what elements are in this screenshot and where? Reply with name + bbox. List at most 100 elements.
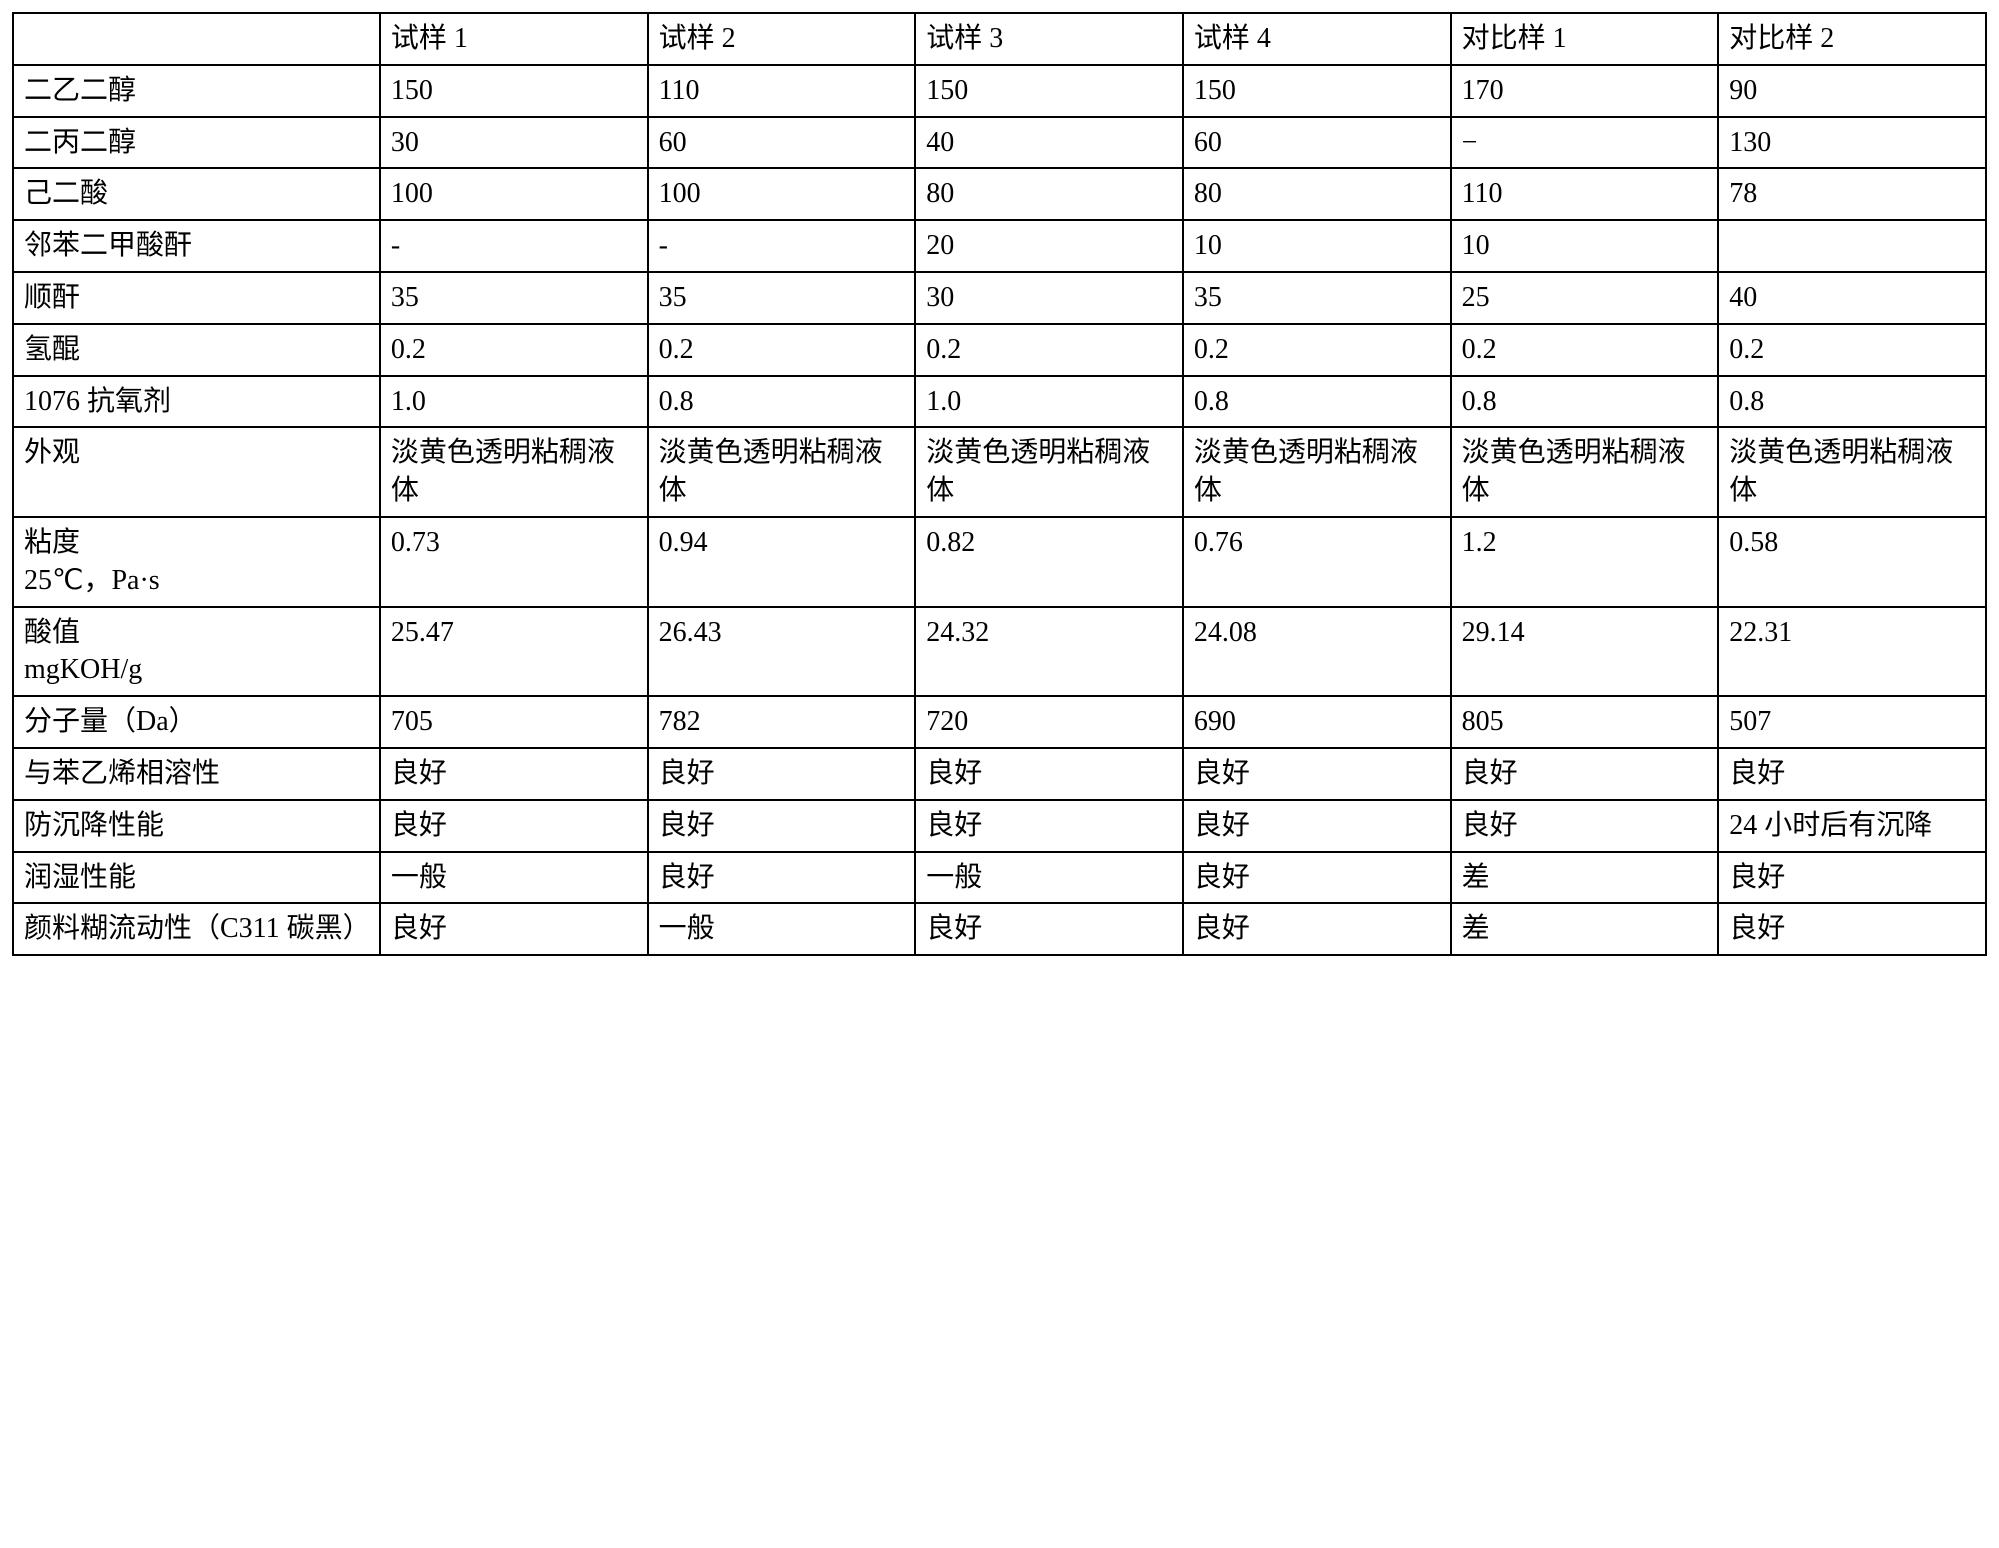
table-cell: 0.8: [1718, 376, 1986, 428]
table-row: 二丙二醇30604060−130: [13, 117, 1986, 169]
table-row: 邻苯二甲酸酐--201010: [13, 220, 1986, 272]
column-header: 对比样 2: [1718, 13, 1986, 65]
table-cell: 22.31: [1718, 607, 1986, 697]
row-label: 酸值 mgKOH/g: [13, 607, 380, 697]
row-label: 己二酸: [13, 168, 380, 220]
table-cell: 705: [380, 696, 648, 748]
table-cell: -: [380, 220, 648, 272]
row-label: 防沉降性能: [13, 800, 380, 852]
table-cell: 35: [1183, 272, 1451, 324]
table-cell: 淡黄色透明粘稠液体: [1183, 427, 1451, 517]
table-cell: 良好: [915, 748, 1183, 800]
table-body: 试样 1试样 2试样 3试样 4对比样 1对比样 2二乙二醇1501101501…: [13, 13, 1986, 955]
table-cell: 24.32: [915, 607, 1183, 697]
table-cell: 0.2: [1451, 324, 1719, 376]
table-cell: 0.8: [1451, 376, 1719, 428]
column-header: 试样 3: [915, 13, 1183, 65]
table-cell: 26.43: [648, 607, 916, 697]
table-cell: 良好: [1183, 748, 1451, 800]
table-cell: [1718, 220, 1986, 272]
table-cell: 60: [1183, 117, 1451, 169]
row-label: 分子量（Da）: [13, 696, 380, 748]
table-row: 外观淡黄色透明粘稠液体淡黄色透明粘稠液体淡黄色透明粘稠液体淡黄色透明粘稠液体淡黄…: [13, 427, 1986, 517]
table-cell: 0.76: [1183, 517, 1451, 607]
table-cell: 淡黄色透明粘稠液体: [1718, 427, 1986, 517]
table-row: 润湿性能一般良好一般良好差良好: [13, 852, 1986, 904]
row-label: 1076 抗氧剂: [13, 376, 380, 428]
table-cell: 0.2: [380, 324, 648, 376]
table-cell: 25: [1451, 272, 1719, 324]
table-cell: 24 小时后有沉降: [1718, 800, 1986, 852]
table-cell: 30: [915, 272, 1183, 324]
table-row: 酸值 mgKOH/g25.4726.4324.3224.0829.1422.31: [13, 607, 1986, 697]
table-cell: 90: [1718, 65, 1986, 117]
table-cell: 10: [1451, 220, 1719, 272]
table-cell: 35: [380, 272, 648, 324]
table-cell: 35: [648, 272, 916, 324]
row-label: 二丙二醇: [13, 117, 380, 169]
table-cell: 720: [915, 696, 1183, 748]
table-row: 二乙二醇15011015015017090: [13, 65, 1986, 117]
table-cell: 良好: [380, 903, 648, 955]
table-cell: 100: [380, 168, 648, 220]
table-cell: 40: [915, 117, 1183, 169]
table-row: 己二酸100100808011078: [13, 168, 1986, 220]
table-cell: 78: [1718, 168, 1986, 220]
table-cell: 良好: [1718, 748, 1986, 800]
column-header: 试样 1: [380, 13, 648, 65]
table-cell: -: [648, 220, 916, 272]
data-table: 试样 1试样 2试样 3试样 4对比样 1对比样 2二乙二醇1501101501…: [12, 12, 1987, 956]
table-cell: 24.08: [1183, 607, 1451, 697]
table-cell: 良好: [648, 852, 916, 904]
table-cell: 良好: [1718, 903, 1986, 955]
row-label: 外观: [13, 427, 380, 517]
column-header: 试样 2: [648, 13, 916, 65]
table-cell: 80: [1183, 168, 1451, 220]
table-cell: 一般: [380, 852, 648, 904]
table-row: 粘度 25℃，Pa·s0.730.940.820.761.20.58: [13, 517, 1986, 607]
table-cell: 一般: [648, 903, 916, 955]
row-label: 邻苯二甲酸酐: [13, 220, 380, 272]
table-cell: 0.94: [648, 517, 916, 607]
row-label: 粘度 25℃，Pa·s: [13, 517, 380, 607]
table-cell: 30: [380, 117, 648, 169]
table-cell: 130: [1718, 117, 1986, 169]
table-cell: 110: [648, 65, 916, 117]
table-cell: 0.58: [1718, 517, 1986, 607]
table-cell: 782: [648, 696, 916, 748]
table-cell: 150: [1183, 65, 1451, 117]
table-cell: 1.2: [1451, 517, 1719, 607]
table-cell: 良好: [648, 800, 916, 852]
table-cell: 110: [1451, 168, 1719, 220]
table-cell: 良好: [380, 800, 648, 852]
header-blank: [13, 13, 380, 65]
table-cell: 良好: [1183, 903, 1451, 955]
table-row: 与苯乙烯相溶性良好良好良好良好良好良好: [13, 748, 1986, 800]
table-cell: 0.73: [380, 517, 648, 607]
row-label: 颜料糊流动性（C311 碳黑）: [13, 903, 380, 955]
table-cell: 40: [1718, 272, 1986, 324]
table-cell: 150: [380, 65, 648, 117]
table-cell: 0.2: [915, 324, 1183, 376]
table-cell: 良好: [648, 748, 916, 800]
table-cell: 100: [648, 168, 916, 220]
table-cell: 良好: [1718, 852, 1986, 904]
table-cell: 690: [1183, 696, 1451, 748]
table-cell: 差: [1451, 903, 1719, 955]
table-cell: 25.47: [380, 607, 648, 697]
row-label: 二乙二醇: [13, 65, 380, 117]
table-cell: 0.2: [1183, 324, 1451, 376]
table-cell: 淡黄色透明粘稠液体: [380, 427, 648, 517]
table-row: 1076 抗氧剂1.00.81.00.80.80.8: [13, 376, 1986, 428]
table-cell: 淡黄色透明粘稠液体: [915, 427, 1183, 517]
table-cell: 29.14: [1451, 607, 1719, 697]
table-cell: 0.2: [1718, 324, 1986, 376]
table-row: 颜料糊流动性（C311 碳黑）良好一般良好良好差良好: [13, 903, 1986, 955]
table-cell: 150: [915, 65, 1183, 117]
table-header-row: 试样 1试样 2试样 3试样 4对比样 1对比样 2: [13, 13, 1986, 65]
column-header: 对比样 1: [1451, 13, 1719, 65]
row-label: 润湿性能: [13, 852, 380, 904]
table-cell: 805: [1451, 696, 1719, 748]
table-row: 顺酐353530352540: [13, 272, 1986, 324]
table-cell: 良好: [915, 903, 1183, 955]
